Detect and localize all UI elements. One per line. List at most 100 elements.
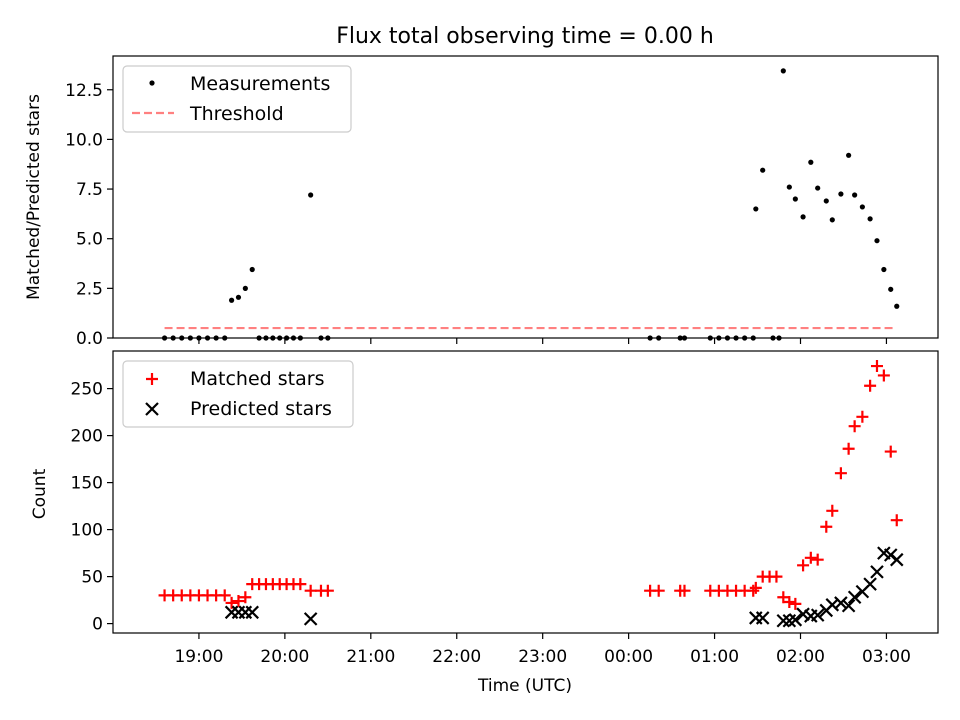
measurement-point	[815, 185, 821, 191]
predicted-point	[870, 565, 884, 579]
y-tick-label: 7.5	[76, 180, 103, 200]
y-tick-label: 100	[71, 521, 103, 541]
bottom-panel: 0 50 100 150 200 250 19:00 20:00 21:00 22:00 23:00…	[30, 350, 939, 696]
matched-point	[856, 410, 869, 423]
measurement-point	[846, 152, 852, 158]
measurement-point	[760, 167, 766, 173]
measurement-point	[786, 184, 792, 190]
matched-point	[834, 467, 847, 480]
bottom-axes-ticks: 0 50 100 150 200 250 19:00 20:00 21:00 22:00 23:00…	[71, 380, 911, 667]
matched-point	[811, 553, 824, 566]
matched-point	[890, 514, 903, 527]
matched-point	[321, 584, 334, 597]
predicted-point	[796, 607, 810, 621]
matched-point	[783, 595, 796, 608]
matched-point	[294, 578, 307, 591]
matched-point	[678, 584, 691, 597]
matched-point	[848, 420, 861, 433]
measurement-point	[881, 266, 887, 273]
x-tick-label: 00:00	[604, 647, 653, 667]
measurement-point	[308, 192, 314, 198]
top-legend: Measurements Threshold	[122, 65, 352, 133]
measurements-series	[161, 68, 900, 341]
predicted-point	[889, 552, 904, 567]
matched-point	[864, 379, 877, 392]
x-tick-label: 02:00	[776, 647, 825, 667]
measurement-point	[249, 266, 255, 273]
measurement-point	[808, 159, 814, 165]
y-tick-label: 2.5	[76, 279, 103, 299]
predicted-point	[755, 611, 770, 625]
y-tick-label: 50	[81, 568, 103, 588]
x-axis-label: Time (UTC)	[477, 676, 572, 696]
bottom-y-axis-label: Count	[30, 468, 50, 519]
predicted-point	[788, 613, 803, 627]
bottom-legend-box	[122, 360, 354, 428]
matched-point	[304, 584, 317, 597]
measurement-point	[800, 214, 806, 220]
bottom-axes-frame	[112, 350, 939, 634]
predicted-point	[863, 577, 877, 591]
matched-point	[789, 597, 802, 610]
legend-predicted-label: Predicted stars	[190, 398, 332, 420]
matched-point	[652, 584, 665, 597]
measurement-point	[242, 285, 248, 291]
predicted-point	[841, 598, 856, 613]
matched-point	[884, 445, 897, 458]
x-tick-label: 21:00	[346, 647, 395, 667]
x-tick-label: 22:00	[432, 647, 481, 667]
legend-threshold-label: Threshold	[189, 103, 284, 125]
top-axes-frame	[112, 55, 939, 339]
predicted-point	[810, 608, 825, 622]
legend-measurements-marker	[149, 80, 155, 86]
matched-point	[225, 596, 238, 609]
x-tick-label: 20:00	[260, 647, 309, 667]
matched-point	[232, 595, 245, 608]
measurement-point	[852, 192, 858, 198]
y-tick-label: 12.5	[65, 81, 103, 101]
y-tick-label: 0	[92, 615, 103, 635]
measurement-point	[228, 297, 235, 303]
predicted-point	[303, 612, 318, 626]
top-y-axis-label: Matched/Predicted stars	[24, 94, 44, 300]
matched-point	[777, 591, 790, 604]
legend-measurements-label: Measurements	[190, 73, 330, 95]
x-tick-label: 23:00	[518, 647, 567, 667]
y-tick-label: 250	[71, 380, 103, 400]
measurement-point	[753, 206, 759, 212]
y-tick-label: 0.0	[76, 329, 103, 349]
matched-point	[770, 570, 783, 583]
matched-point	[239, 591, 252, 604]
y-tick-label: 150	[71, 474, 103, 494]
matched-point	[842, 442, 855, 455]
x-tick-label: 03:00	[862, 647, 911, 667]
matched-point	[218, 589, 231, 602]
measurement-point	[235, 294, 242, 300]
matched-point	[747, 584, 760, 597]
matched-series	[158, 360, 903, 610]
predicted-point	[776, 614, 791, 628]
matched-point	[804, 551, 817, 564]
y-tick-label: 10.0	[65, 130, 103, 150]
x-tick-label: 01:00	[690, 647, 739, 667]
measurement-point	[792, 196, 798, 202]
measurement-point	[780, 68, 786, 74]
top-legend-box	[122, 65, 352, 133]
predicted-point	[847, 590, 862, 605]
measurement-point	[874, 238, 880, 244]
legend-predicted-marker	[145, 402, 159, 416]
predicted-point	[834, 596, 848, 610]
top-chart-title: Flux total observing time = 0.00 h	[336, 24, 714, 49]
matched-point	[870, 360, 883, 373]
matched-point	[749, 581, 762, 594]
measurement-point	[823, 198, 829, 204]
measurement-point	[867, 216, 873, 222]
legend-matched-label: Matched stars	[190, 368, 324, 390]
measurement-point	[888, 286, 894, 292]
predicted-point	[825, 598, 840, 612]
matched-point	[877, 369, 890, 382]
measurement-point	[829, 217, 835, 223]
predicted-point	[245, 605, 259, 620]
y-tick-label: 5.0	[76, 230, 103, 250]
